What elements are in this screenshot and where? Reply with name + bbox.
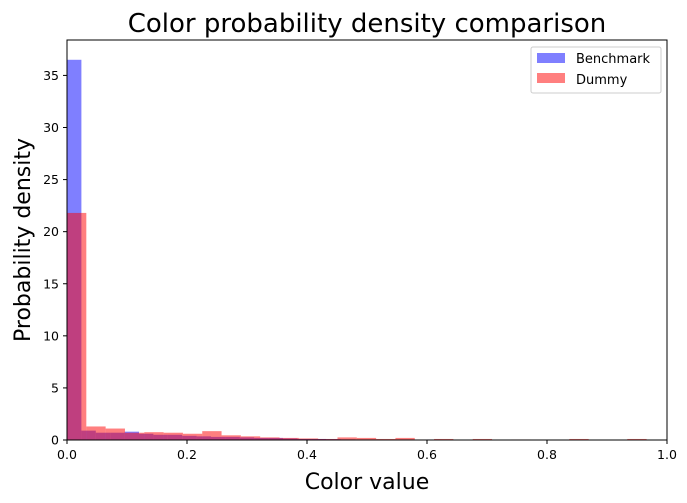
y-tick-label-4: 20 (43, 224, 59, 239)
bars-layer (67, 59, 647, 441)
y-tick-label-7: 35 (43, 68, 59, 83)
dummy-bar-19 (434, 438, 454, 440)
plot-frame (66, 39, 668, 441)
y-tick-label-5: 25 (43, 172, 59, 187)
dummy-bar-6 (182, 433, 203, 440)
dummy-bar-29 (627, 438, 647, 440)
chart-title: Color probability density comparison (128, 9, 607, 39)
dummy-bar-10 (260, 437, 280, 440)
y-tick-label-6: 30 (43, 120, 59, 135)
dummy-bar-14 (337, 437, 357, 440)
x-tick-label-1: 0.2 (177, 447, 197, 462)
legend: Benchmark Dummy (530, 46, 662, 94)
dummy-bar-15 (356, 437, 377, 440)
dummy-bar-11 (279, 437, 299, 440)
dummy-bar-5 (163, 432, 183, 440)
x-tick-label-5: 1.0 (657, 447, 677, 462)
dummy-bar-2 (105, 428, 125, 440)
dummy-bar-16 (376, 438, 396, 440)
dummy-bar-21 (472, 438, 493, 440)
ticks-layer: 0.0 0.2 0.4 0.6 0.8 1.0 0 5 10 15 20 25 30 35 (43, 68, 677, 462)
y-tick-label-3: 15 (43, 276, 59, 291)
dummy-bar-4 (144, 432, 164, 440)
x-tick-label-0: 0.0 (57, 447, 77, 462)
y-tick-label-0: 0 (51, 433, 59, 448)
dummy-bar-13 (318, 438, 338, 440)
dummy-bar-3 (124, 432, 145, 440)
y-tick-label-1: 5 (51, 380, 59, 395)
x-tick-label-2: 0.4 (297, 447, 317, 462)
dummy-bar-17 (395, 437, 415, 440)
dummy-bar-1 (86, 426, 106, 440)
dummy-bar-7 (202, 431, 222, 440)
dummy-bar-12 (298, 438, 319, 440)
dummy-bar-8 (221, 435, 241, 440)
y-tick-label-2: 10 (43, 328, 59, 343)
y-axis-label: Probability density (11, 138, 36, 342)
legend-swatch-dummy (537, 73, 565, 83)
x-axis-label: Color value (305, 470, 430, 495)
dummy-bar-0 (67, 212, 87, 440)
x-tick-label-4: 0.8 (537, 447, 557, 462)
x-tick-label-3: 0.6 (417, 447, 437, 462)
legend-swatch-benchmark (537, 53, 565, 63)
dummy-bar-9 (240, 436, 261, 440)
dummy-bar-26 (569, 438, 589, 440)
legend-label-dummy: Dummy (576, 73, 628, 88)
legend-label-benchmark: Benchmark (576, 52, 651, 67)
